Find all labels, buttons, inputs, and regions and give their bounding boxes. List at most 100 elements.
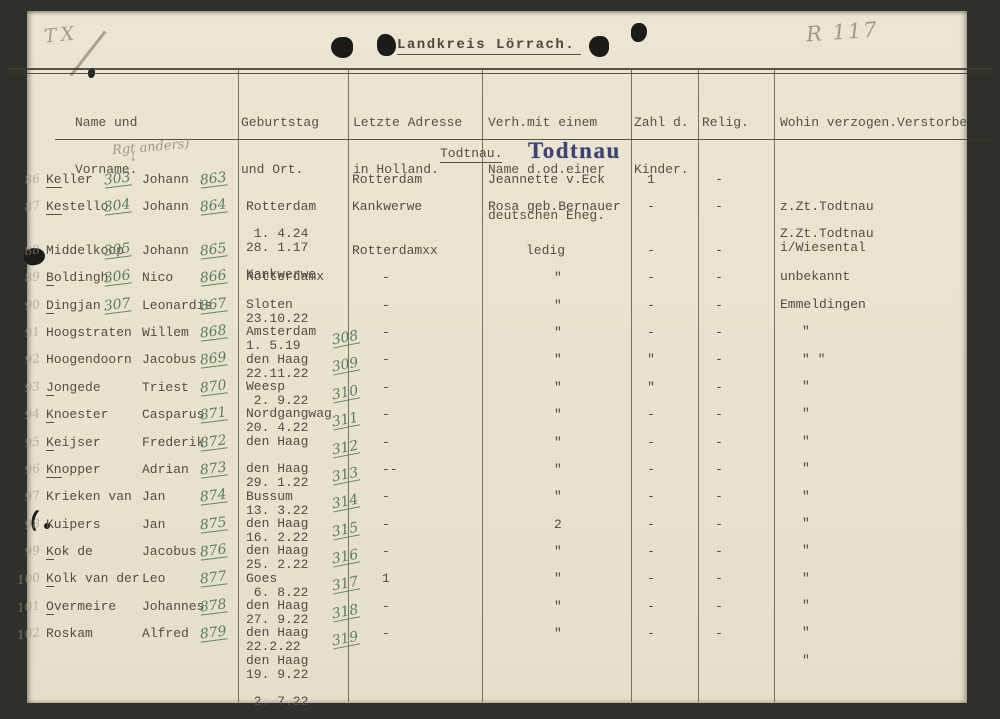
religion-value: - [715, 544, 723, 560]
first-name: Frederik [142, 434, 205, 450]
birth-cell: den Haag 13. 3.22 312 [246, 435, 360, 559]
birth-place-or-date: Rotterdam [246, 198, 317, 214]
margin-number: 99 [23, 543, 41, 560]
table-row: 97 Krieken van Jan 874 den Haag 25. 2.22… [0, 487, 1000, 572]
surname-underlined-part: Ke [46, 172, 62, 188]
moved-to-cell: " [780, 571, 985, 668]
moved-to-line: " [802, 378, 810, 394]
column-header-marriage: Verh.mit einem Name d.od.einer deutschen… [488, 84, 605, 255]
children-count: - [647, 270, 655, 286]
surname-rest: Roskam [46, 626, 93, 642]
birth-place-or-date: den Haag [246, 652, 309, 668]
surname-rest: ingjan [53, 297, 101, 313]
children-count: " [647, 379, 655, 395]
birth-cell: Amsterdam 22.11.22 [246, 298, 350, 422]
moved-to-line: " [802, 461, 810, 477]
surname-rest: ller [61, 172, 93, 187]
moved-to-line: Z.Zt.Todtnau [780, 225, 874, 241]
ink-blob [589, 36, 609, 57]
table-row: 98 Kuipers Jan 875 den Haag 6. 8.22 315 … [0, 514, 1000, 599]
last-address-holland: - [382, 516, 390, 532]
birth-cell: Bussum 16. 2.22 313 [246, 462, 360, 586]
green-registry-number: 871 [199, 404, 228, 424]
birth-place-or-date: Amsterdam [246, 324, 317, 340]
green-registry-number: 876 [199, 541, 228, 561]
green-registry-number: 873 [199, 459, 228, 479]
children-count: - [647, 571, 655, 587]
table-row: 87 Kestello 304 Johann 864 1. 4.24 Kankw… [0, 196, 1000, 282]
green-registry-number: 875 [199, 514, 228, 534]
religion-value: - [715, 461, 723, 477]
moved-to-line: " " [802, 351, 826, 367]
moved-to-cell: " [780, 462, 985, 559]
religion-value: - [715, 516, 723, 532]
last-address-holland: Rotterdamxx [352, 242, 438, 258]
birth-place-or-date: den Haag [246, 433, 309, 449]
birth-cell: Goes 27. 9.22 316 [246, 544, 360, 668]
scan-border-top [0, 0, 1000, 11]
moved-to-line: " [802, 324, 810, 340]
table-row: 99 Kok de Jacobus 876 Goes 27. 9.22 316 … [0, 541, 1000, 627]
children-count: - [647, 297, 655, 313]
birth-date-or-place: 2. 9.22 [246, 392, 309, 408]
margin-number: 95 [23, 433, 41, 450]
surname: Dingjan [46, 297, 101, 314]
surname-rest: stello [61, 199, 109, 215]
moved-to-cell: z.Zt.Todtnau i/Wiesental [780, 172, 985, 282]
margin-number: 86 [23, 171, 41, 188]
birth-place-or-date: den Haag [246, 543, 309, 559]
table-row: 101 Overmeire Johannes 878 den Haag 19. … [0, 596, 1000, 681]
header-line: Relig. [702, 115, 749, 130]
surname-rest: Hoogendoorn [46, 352, 132, 368]
religion-value: - [715, 352, 723, 368]
surname: Knoester [46, 407, 108, 424]
moved-to-cell: unbekannt [780, 243, 985, 340]
moved-to-line: " [802, 652, 810, 668]
green-registry-number: 864 [199, 196, 228, 216]
surname: Roskam [46, 626, 93, 641]
surname-rest: opper [61, 461, 101, 477]
birth-place-or-date: Bussum [246, 488, 293, 504]
last-address-holland: - [382, 297, 390, 313]
header-line: in Holland. [353, 161, 439, 177]
first-name: Leo [142, 571, 166, 587]
margin-number: 91 [23, 324, 41, 341]
moved-to-line: Emmeldingen [780, 296, 866, 312]
religion-value: - [715, 489, 723, 505]
children-count: 1 [647, 172, 655, 187]
scan-border-right [967, 0, 1000, 719]
surname-underlined-part: K [46, 544, 54, 561]
column-header-children: Zahl d. Kinder. [634, 84, 689, 208]
moved-to-line: " [802, 406, 810, 422]
last-address-holland: - [382, 434, 390, 450]
surname: Jongede [46, 379, 101, 396]
ink-blob [377, 34, 396, 56]
birth-date-or-place: 22.2.22 [246, 639, 301, 655]
margin-number: 94 [23, 406, 41, 423]
birth-date-or-place: 22.11.22 [246, 365, 309, 381]
marriage-status: Jeannette v.Eck [488, 172, 606, 187]
first-name: Jacobus [142, 544, 197, 560]
religion-value: - [715, 379, 723, 395]
birth-place-or-date: Goes [246, 570, 278, 586]
surname-underlined-part: K [46, 434, 54, 451]
green-sequence-number: 306 [103, 267, 132, 287]
moved-to-cell: " " [780, 325, 985, 422]
moved-to-cell: Z.Zt.Todtnau [780, 199, 985, 296]
birth-cell: Rotterdam 28. 1.17 [246, 172, 350, 296]
column-header-name: Name und Vorname. [75, 84, 137, 208]
column-divider [482, 70, 484, 702]
children-count: - [647, 626, 655, 642]
moved-to-cell: " [780, 626, 985, 719]
last-address-holland: 1 [382, 571, 390, 587]
surname-rest: ok de [53, 544, 93, 560]
birth-cell: den Haag 2. 9.22 308 [246, 325, 360, 449]
marriage-status: ledig [526, 242, 566, 258]
last-address-holland: - [382, 270, 390, 286]
header-line: Wohin verzogen.Verstorbe [780, 115, 968, 130]
children-count: - [647, 598, 655, 614]
header-line: Verh.mit einem [488, 115, 598, 130]
header-line: und Ort. [241, 161, 304, 177]
todtnau-stamp: Todtnau [528, 138, 621, 163]
moved-to-line: " [802, 433, 810, 449]
